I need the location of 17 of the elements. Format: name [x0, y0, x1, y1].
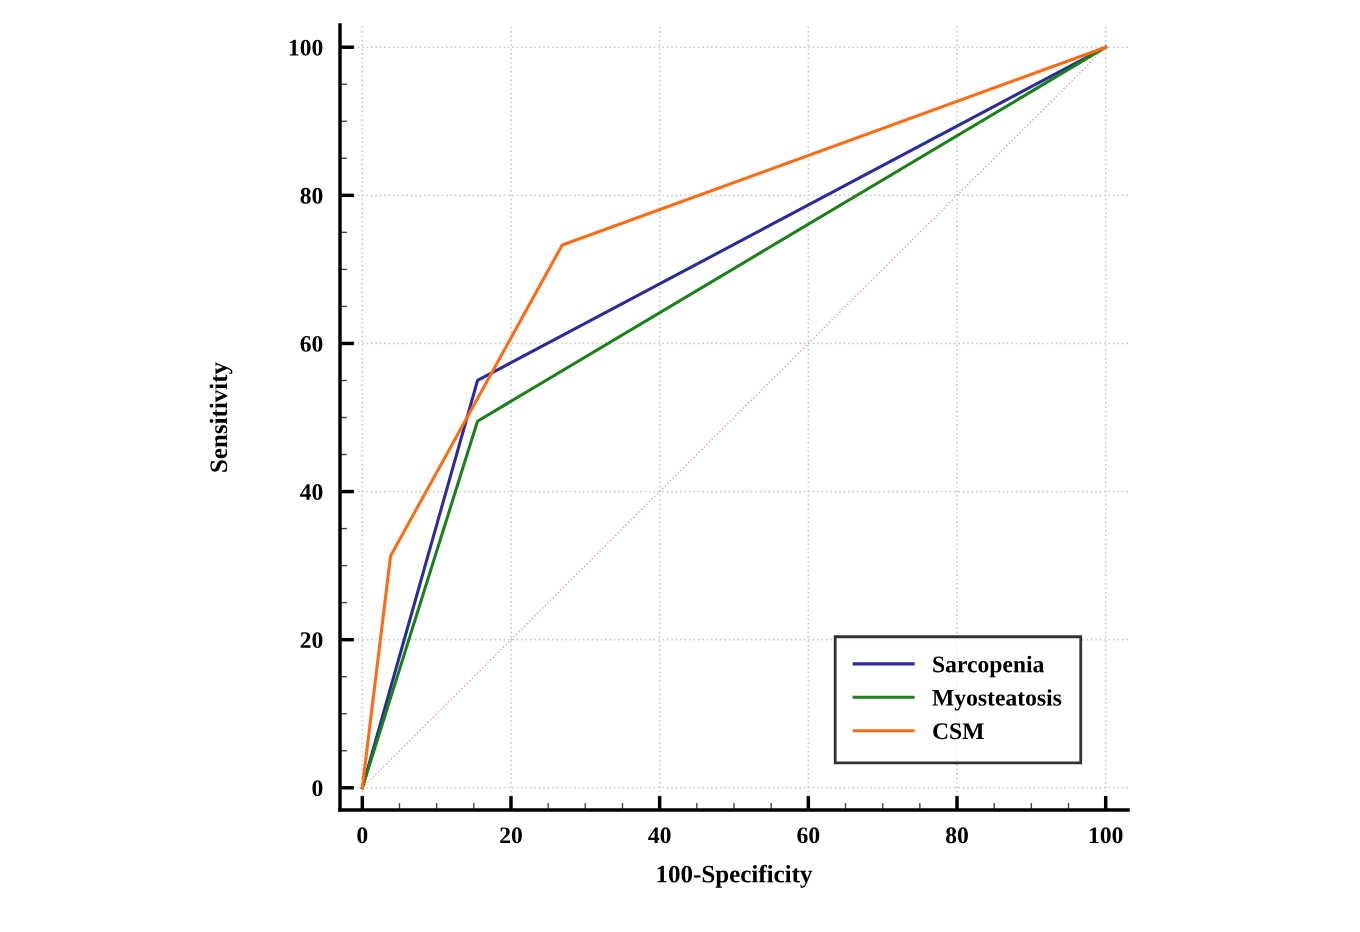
x-tick-label: 60: [797, 827, 820, 844]
x-tick-label: 0: [357, 827, 368, 844]
y-tick-label: 40: [300, 484, 323, 500]
y-tick-label: 0: [312, 780, 323, 797]
x-tick-label: 20: [500, 827, 522, 844]
y-tick-label: 80: [300, 187, 323, 204]
y-tick-label: 20: [300, 632, 323, 649]
y-tick-label: 60: [300, 335, 323, 352]
x-tick-label: 80: [946, 827, 968, 844]
y-axis-title: Sensitivity: [209, 362, 233, 472]
x-axis-title: 100-Specificity: [657, 864, 813, 888]
legend-label: Sarcopenia: [933, 655, 1045, 678]
y-tick-label: 100: [289, 39, 323, 56]
legend-label: CSM: [933, 723, 984, 740]
x-tick-label: 40: [648, 827, 671, 844]
x-tick-label: 100: [1089, 827, 1123, 844]
legend-label: Myosteatosis: [932, 689, 1062, 711]
